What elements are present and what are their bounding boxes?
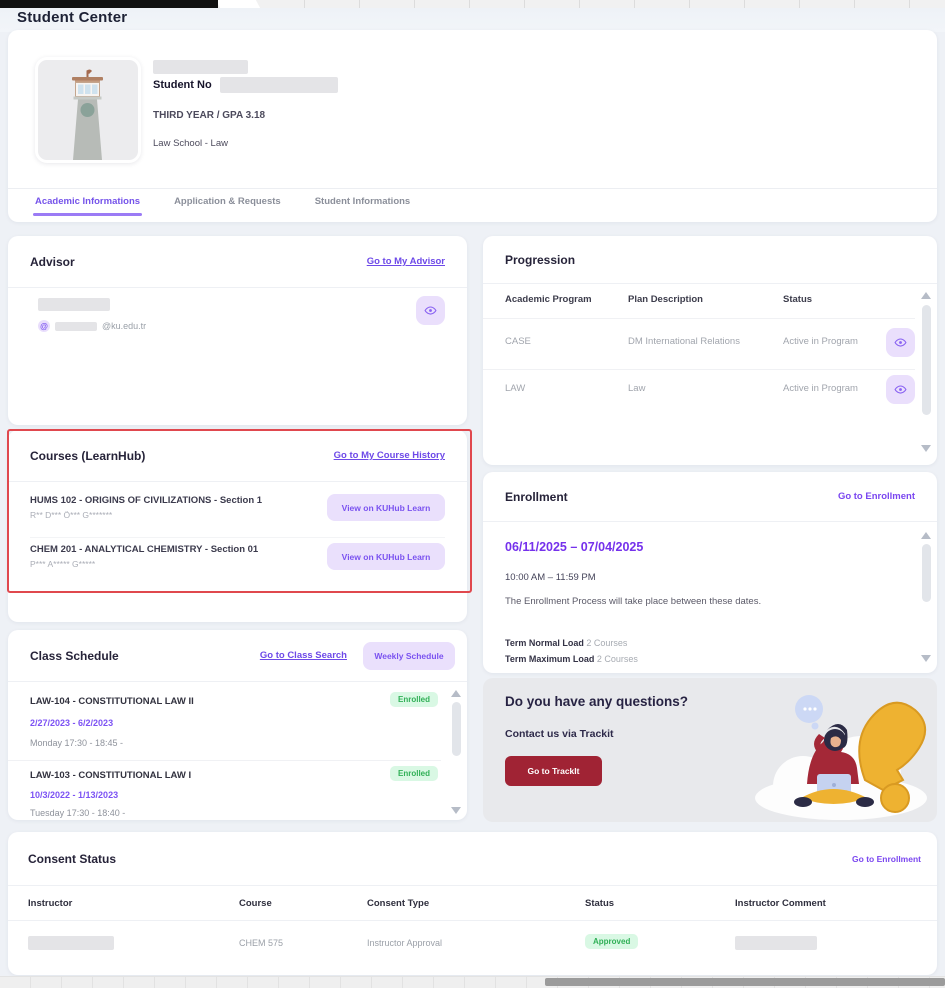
eye-icon: [424, 306, 437, 315]
go-to-class-search-link[interactable]: Go to Class Search: [259, 650, 347, 661]
window-titlebar-artifact: [0, 0, 218, 8]
col-status: Status: [585, 898, 615, 909]
tabs: Academic Informations Application & Requ…: [33, 196, 411, 216]
col-course: Course: [239, 898, 272, 909]
consent-status-title: Consent Status: [28, 851, 117, 866]
go-to-trackit-button[interactable]: Go to TrackIt: [505, 756, 602, 786]
course-row: HUMS 102 - ORIGINS OF CIVILIZATIONS - Se…: [30, 494, 445, 521]
tabs-divider: [8, 188, 937, 189]
tab-application-requests[interactable]: Application & Requests: [174, 196, 281, 207]
col-instructor-comment: Instructor Comment: [735, 898, 826, 909]
tab-academic-informations[interactable]: Academic Informations: [33, 196, 143, 216]
col-instructor: Instructor: [28, 898, 73, 909]
questions-title: Do you have any questions?: [505, 694, 689, 709]
enrollment-title: Enrollment: [505, 489, 568, 504]
email-at-icon: @: [38, 320, 50, 332]
eye-icon: [894, 385, 907, 394]
window-top-strip: [0, 0, 945, 8]
row-divider: [483, 318, 915, 319]
weekly-schedule-button[interactable]: Weekly Schedule: [363, 641, 455, 670]
col-consent-type: Consent Type: [367, 898, 430, 909]
redacted-email-local: [55, 321, 97, 331]
spreadsheet-cells-artifact: [250, 0, 945, 8]
col-plan-description: Plan Description: [628, 294, 703, 305]
trackit-promo-card: Do you have any questions? Contact us vi…: [483, 678, 937, 822]
row-divider: [483, 369, 915, 370]
term-maximum-load: Term Maximum Load 2 Courses: [505, 654, 638, 664]
advisor-title: Advisor: [30, 254, 75, 269]
redacted-instructor-comment: [735, 936, 817, 950]
enrollment-description: The Enrollment Process will take place b…: [505, 596, 762, 607]
horizontal-scrollbar[interactable]: [545, 978, 945, 986]
advisor-card: Advisor Go to My Advisor @ @ku.edu.tr: [8, 236, 467, 425]
courses-title: Courses (LearnHub): [30, 448, 146, 463]
advisor-email: @ @ku.edu.tr: [38, 320, 146, 332]
progression-card: Progression Academic Program Plan Descri…: [483, 236, 937, 465]
eye-icon: [894, 338, 907, 347]
question-mark-illustration: [755, 695, 927, 820]
redacted-student-no: [219, 77, 338, 93]
progression-scrollbar[interactable]: [920, 292, 932, 452]
schedule-scrollbar[interactable]: [450, 690, 462, 814]
scrollbar-thumb[interactable]: [921, 305, 931, 415]
scroll-down-icon[interactable]: [921, 445, 931, 452]
enrollment-card: Enrollment Go to Enrollment 06/11/2025 –…: [483, 472, 937, 673]
tower-illustration: [72, 69, 103, 160]
view-on-kuhub-learn-button[interactable]: View on KUHub Learn: [327, 543, 445, 570]
row-divider: [8, 760, 441, 761]
class-schedule-card: Class Schedule Go to Class Search Weekly…: [8, 630, 467, 820]
redacted-instructor-name: [28, 936, 114, 950]
scroll-down-icon[interactable]: [921, 655, 931, 662]
go-to-my-advisor-link[interactable]: Go to My Advisor: [366, 256, 445, 267]
questions-subtitle: Contact us via Trackit: [505, 728, 614, 740]
active-tab-underline: [33, 213, 143, 216]
approved-badge: Approved: [585, 934, 639, 949]
enrollment-scrollbar[interactable]: [920, 532, 932, 662]
class-schedule-title: Class Schedule: [30, 648, 119, 663]
school-program-text: Law School - Law: [153, 138, 228, 149]
scroll-up-icon[interactable]: [921, 532, 931, 539]
enrollment-date-range: 06/11/2025 – 07/04/2025: [505, 540, 644, 554]
go-to-course-history-link[interactable]: Go to My Course History: [333, 450, 445, 461]
profile-card: Student No THIRD YEAR / GPA 3.18 Law Sch…: [8, 30, 937, 222]
view-on-kuhub-learn-button[interactable]: View on KUHub Learn: [327, 494, 445, 521]
enrolled-badge: Enrolled: [390, 692, 439, 707]
advisor-view-button[interactable]: [416, 296, 445, 325]
scrollbar-thumb[interactable]: [451, 702, 461, 756]
spreadsheet-cells-artifact: [0, 977, 945, 988]
avatar: [35, 57, 141, 163]
email-domain-text: @ku.edu.tr: [102, 321, 147, 331]
year-gpa-text: THIRD YEAR / GPA 3.18: [153, 110, 266, 121]
tab-student-informations[interactable]: Student Informations: [314, 196, 411, 207]
redacted-advisor-name: [38, 298, 110, 311]
student-no-label: Student No: [153, 79, 212, 91]
progression-view-button[interactable]: [886, 328, 915, 357]
scroll-up-icon[interactable]: [451, 690, 461, 697]
consent-status-card: Consent Status Go to Enrollment Instruct…: [8, 832, 937, 975]
page-title: Student Center: [17, 9, 128, 26]
enrolled-badge: Enrolled: [390, 766, 439, 781]
courses-learnhub-card: Courses (LearnHub) Go to My Course Histo…: [8, 430, 467, 622]
title-band: [0, 8, 945, 32]
row-divider: [30, 537, 445, 538]
progression-view-button[interactable]: [886, 375, 915, 404]
term-normal-load: Term Normal Load 2 Courses: [505, 638, 628, 648]
scrollbar-thumb[interactable]: [921, 544, 931, 602]
col-status: Status: [783, 294, 813, 305]
scroll-down-icon[interactable]: [451, 807, 461, 814]
course-row: CHEM 201 - ANALYTICAL CHEMISTRY - Sectio…: [30, 543, 445, 570]
scroll-up-icon[interactable]: [921, 292, 931, 299]
browser-tab-artifact: [215, 0, 261, 8]
progression-title: Progression: [505, 252, 576, 267]
enrollment-time-range: 10:00 AM – 11:59 PM: [505, 572, 596, 583]
go-to-enrollment-link[interactable]: Go to Enrollment: [852, 853, 921, 864]
row-divider: [8, 920, 937, 921]
redacted-student-name: [153, 60, 248, 74]
go-to-enrollment-link[interactable]: Go to Enrollment: [837, 491, 915, 502]
col-academic-program: Academic Program: [505, 294, 592, 305]
